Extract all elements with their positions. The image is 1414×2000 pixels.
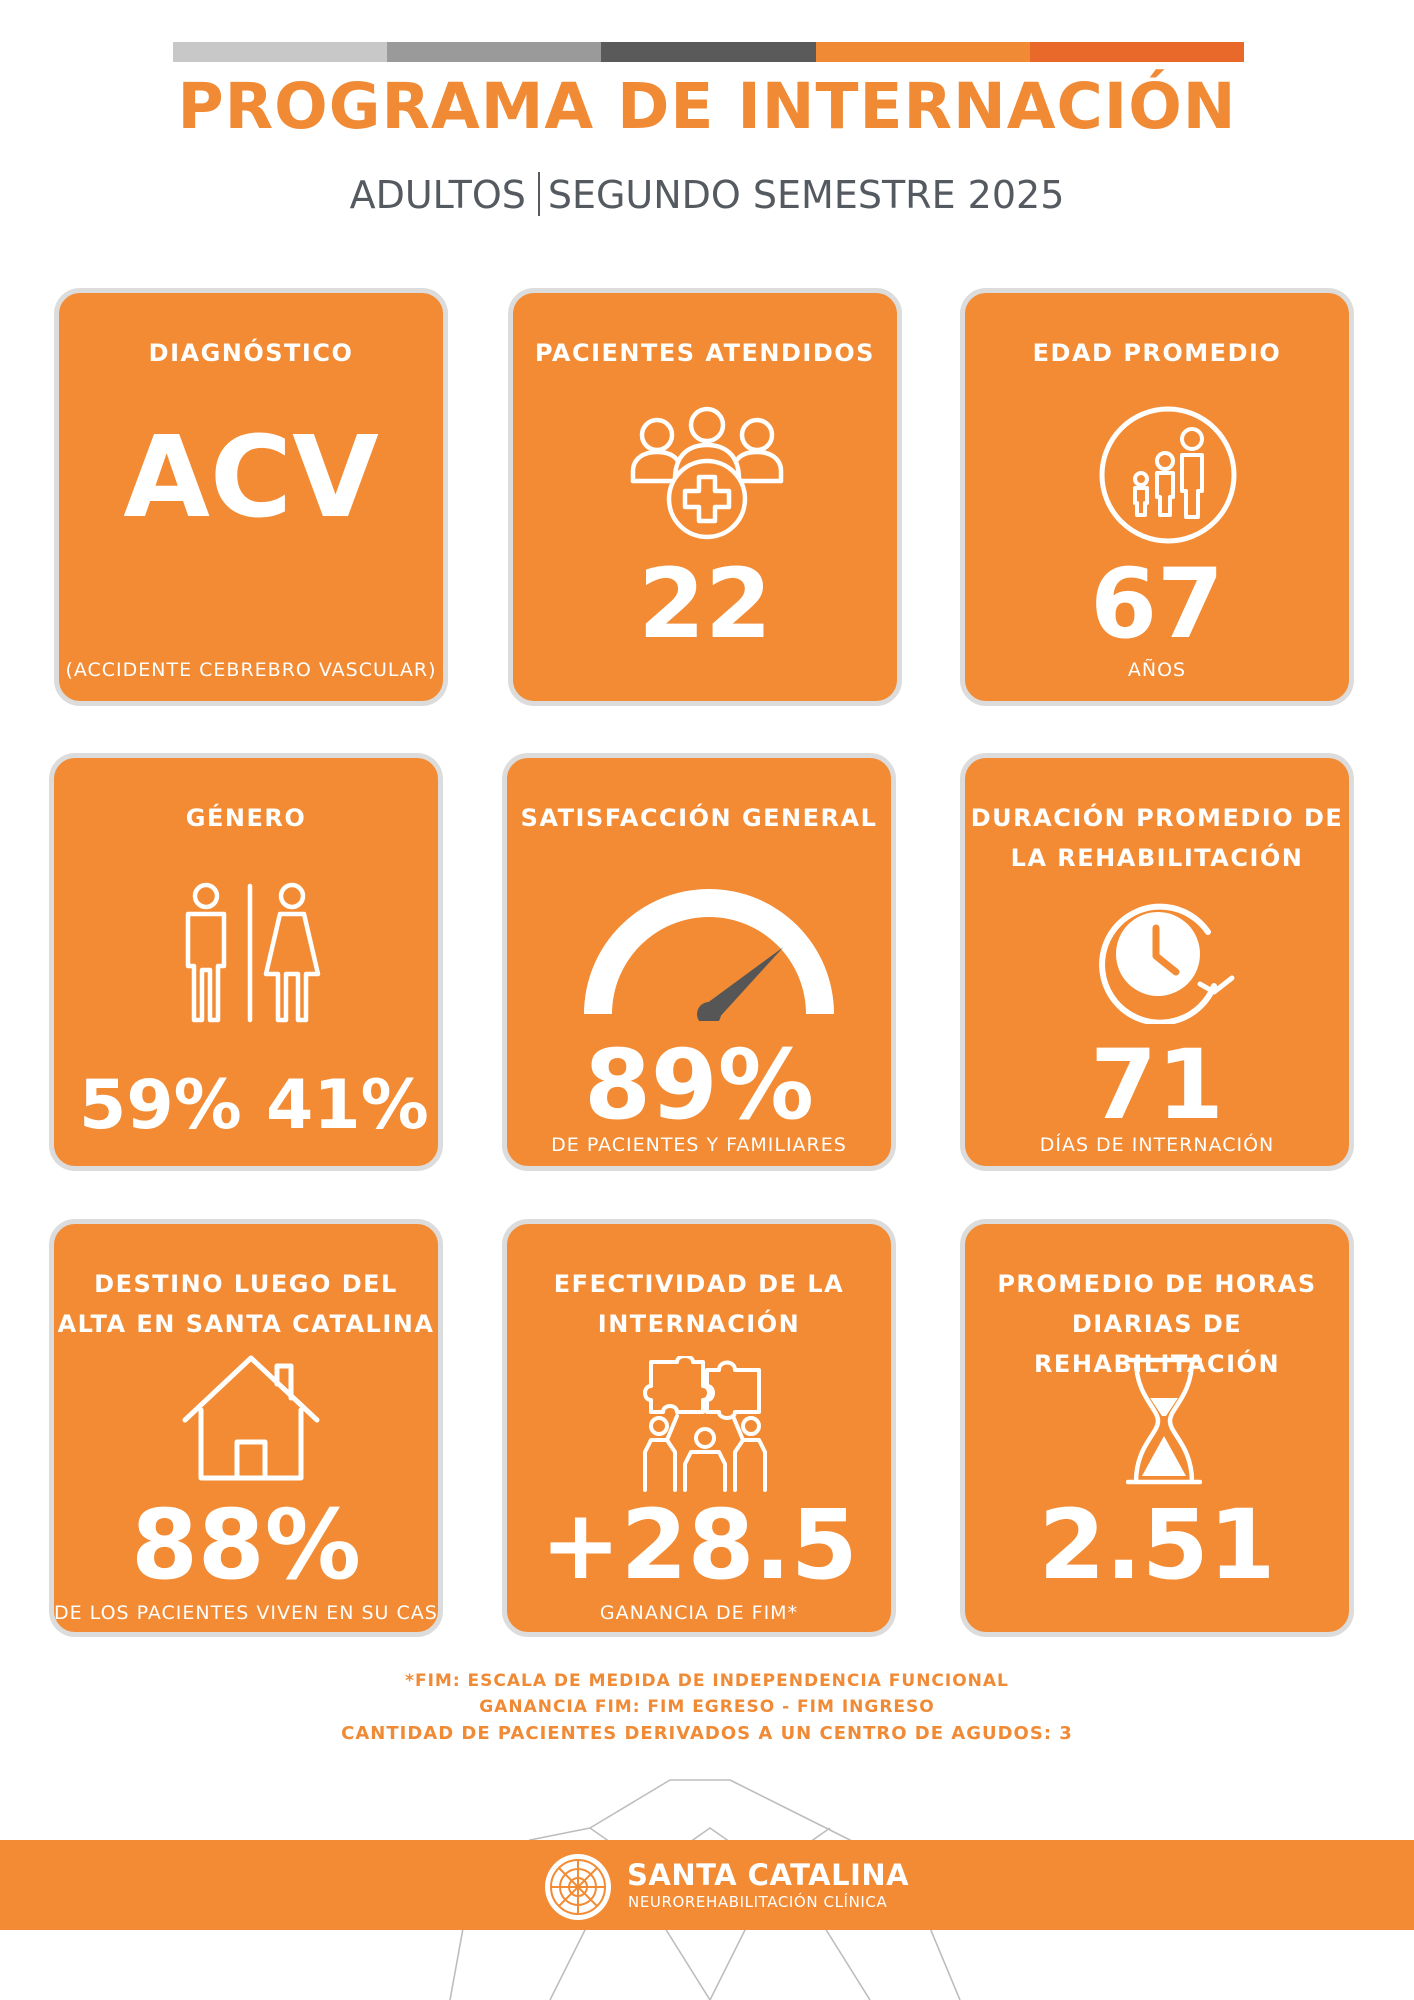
page-subtitle: ADULTOS SEGUNDO SEMESTRE 2025 [0, 172, 1414, 217]
house-icon [182, 1355, 320, 1481]
footnote-derivations: CANTIDAD DE PACIENTES DERIVADOS A UN CEN… [341, 1723, 1073, 1744]
duration-caption: DÍAS DE INTERNACIÓN [1039, 1134, 1275, 1156]
card-title: EDAD PROMEDIO [1032, 339, 1282, 367]
card-title-line: LA REHABILITACIÓN [1010, 844, 1304, 872]
card-diagnostico: DIAGNÓSTICO ACV (ACCIDENTE CEBREBRO VASC… [54, 288, 448, 706]
card-genero: GÉNERO 59% 41% [49, 753, 443, 1171]
effectiveness-value: +28.5 [540, 1489, 858, 1601]
satisfaction-caption: DE PACIENTES Y FAMILIARES [551, 1134, 847, 1156]
color-strip-segment [1029, 42, 1245, 62]
brand-name: SANTA CATALINA [627, 1858, 910, 1892]
card-title-line: PROMEDIO DE HORAS [997, 1270, 1317, 1298]
card-title: PROMEDIO DE HORAS DIARIAS DE REHABILITACI… [965, 1264, 1349, 1384]
duration-value: 71 [1090, 1029, 1224, 1141]
card-duracion: DURACIÓN PROMEDIO DE LA REHABILITACIÓN 71… [960, 753, 1354, 1171]
effectiveness-caption: GANANCIA DE FIM* [599, 1602, 799, 1624]
brand-logo-icon [545, 1854, 611, 1920]
gender-male-value: 59% [79, 1066, 242, 1145]
card-destino: DESTINO LUEGO DEL ALTA EN SANTA CATALINA … [49, 1219, 443, 1637]
color-strip-segment [815, 42, 1030, 62]
age-caption: AÑOS [1127, 659, 1187, 681]
color-strip [173, 42, 1245, 62]
puzzle-team-icon [643, 1356, 767, 1492]
age-value: 67 [1090, 548, 1224, 660]
card-title-line: ALTA EN SANTA CATALINA [57, 1310, 435, 1338]
card-title: PACIENTES ATENDIDOS [535, 339, 875, 367]
card-satisfaccion: SATISFACCIÓN GENERAL 89% DE PACIENTES Y … [502, 753, 896, 1171]
diagnosis-caption: (ACCIDENTE CEBREBRO VASCULAR) [65, 659, 437, 681]
destination-value: 88% [131, 1489, 361, 1601]
card-title-line: INTERNACIÓN [597, 1310, 801, 1338]
gender-female-value: 41% [266, 1066, 429, 1145]
hours-value: 2.51 [1038, 1489, 1276, 1601]
card-horas: PROMEDIO DE HORAS DIARIAS DE REHABILITACI… [960, 1219, 1354, 1637]
page-title: PROGRAMA DE INTERNACIÓN [177, 70, 1237, 143]
card-title: DIAGNÓSTICO [148, 339, 354, 367]
card-pacientes: PACIENTES ATENDIDOS 22 [508, 288, 902, 706]
destination-caption: DE LOS PACIENTES VIVEN EN SU CASA [54, 1602, 443, 1624]
footnote-fim-gain: GANANCIA FIM: FIM EGRESO - FIM INGRESO [479, 1697, 935, 1717]
card-title: EFECTIVIDAD DE LA INTERNACIÓN [507, 1264, 891, 1344]
card-title: SATISFACCIÓN GENERAL [520, 804, 878, 832]
color-strip-segment [601, 42, 816, 62]
card-title-line: DIARIAS DE REHABILITACIÓN [1033, 1310, 1281, 1378]
age-family-icon [1099, 406, 1237, 544]
subtitle-period: SEGUNDO SEMESTRE 2025 [547, 173, 1065, 217]
gauge-icon [584, 889, 834, 1021]
color-strip-segment [173, 42, 388, 62]
card-title: GÉNERO [185, 804, 307, 832]
card-title: DURACIÓN PROMEDIO DE LA REHABILITACIÓN [965, 798, 1349, 878]
diagnosis-value: ACV [123, 413, 379, 543]
card-title-line: DESTINO LUEGO DEL [94, 1270, 398, 1298]
patients-value: 22 [638, 548, 772, 660]
card-edad: EDAD PROMEDIO 67 AÑOS [960, 288, 1354, 706]
clock-icon [1099, 903, 1235, 1024]
footer-band [0, 1840, 1414, 1930]
card-title: DESTINO LUEGO DEL ALTA EN SANTA CATALINA [54, 1264, 438, 1344]
patients-cross-icon [630, 406, 784, 540]
footnote-fim: *FIM: ESCALA DE MEDIDA DE INDEPENDENCIA … [405, 1671, 1009, 1691]
hourglass-icon [1126, 1357, 1202, 1485]
subtitle-divider [537, 172, 540, 216]
card-title-line: EFECTIVIDAD DE LA [553, 1270, 845, 1298]
color-strip-segment [387, 42, 602, 62]
card-title-line: DURACIÓN PROMEDIO DE [970, 804, 1344, 832]
satisfaction-value: 89% [584, 1029, 814, 1141]
gender-icon [185, 882, 321, 1023]
subtitle-audience: ADULTOS [349, 173, 526, 217]
brand-tagline: NEUROREHABILITACIÓN CLÍNICA [628, 1893, 888, 1911]
card-efectividad: EFECTIVIDAD DE LA INTERNACIÓN +28.5 GANAN… [502, 1219, 896, 1637]
